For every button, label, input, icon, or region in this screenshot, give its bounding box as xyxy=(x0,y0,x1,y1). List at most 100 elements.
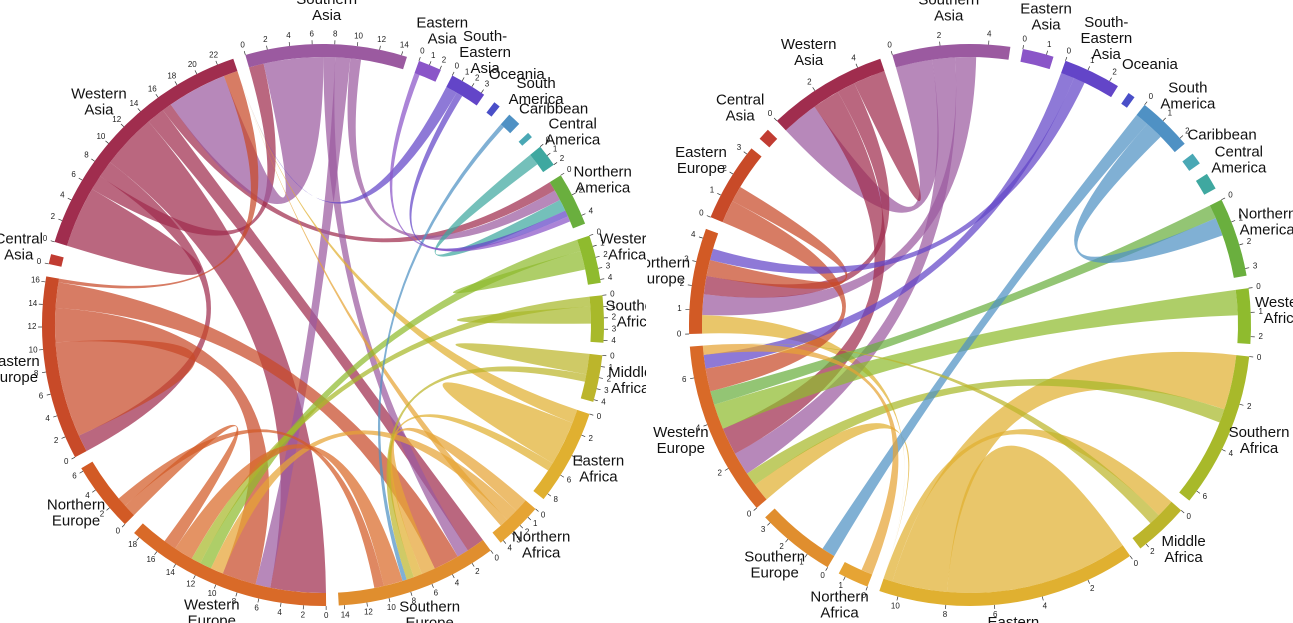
tick-label: 6 xyxy=(310,29,315,38)
tick-label: 1 xyxy=(431,51,436,60)
arc-eastern-africa xyxy=(533,409,590,500)
tick-mark xyxy=(1162,117,1166,121)
chord-diagram-left: 02468101214SouthernAsia012EasternAsia012… xyxy=(0,0,646,623)
tick-mark xyxy=(257,598,260,603)
arc-northern-europe xyxy=(81,461,135,525)
tick-mark xyxy=(743,151,748,155)
ribbon-eastern-africa-to-eastern-africa xyxy=(946,445,1123,593)
tick-label: 1 xyxy=(1258,307,1263,316)
tick-mark xyxy=(1022,45,1024,50)
tick-mark xyxy=(58,218,63,221)
tick-label: 4 xyxy=(455,578,460,587)
ribbon-middle-africa-to-middle-africa xyxy=(455,343,590,375)
tick-mark xyxy=(1248,287,1253,289)
tick-mark xyxy=(571,192,576,196)
tick-label: 4 xyxy=(45,414,50,423)
ribbons xyxy=(54,57,591,593)
tick-mark xyxy=(692,260,697,262)
tick-mark xyxy=(1180,510,1185,514)
tick-label: 2 xyxy=(589,434,594,443)
tick-label: 4 xyxy=(277,608,282,617)
tick-label: 14 xyxy=(400,41,409,50)
tick-label: 2 xyxy=(1259,332,1264,341)
tick-mark xyxy=(105,140,109,144)
arc-western-europe xyxy=(689,345,767,508)
tick-label: 4 xyxy=(987,30,992,39)
tick-label: 10 xyxy=(29,346,38,355)
label-northern-africa: Northern Africa xyxy=(810,589,868,622)
tick-mark xyxy=(753,507,757,511)
tick-label: 2 xyxy=(525,528,530,537)
arc-middle-africa xyxy=(1132,501,1182,549)
ribbons xyxy=(702,57,1238,593)
tick-mark xyxy=(581,434,586,437)
tick-mark xyxy=(1087,579,1090,584)
tick-label: 0 xyxy=(240,40,245,49)
tick-mark xyxy=(519,525,524,529)
tick-mark xyxy=(865,586,868,591)
tick-label: 8 xyxy=(84,151,89,160)
arc-southern-asia xyxy=(245,44,407,70)
tick-mark xyxy=(173,564,176,568)
label-caribbean: Caribbean xyxy=(519,100,588,117)
tick-label: 4 xyxy=(1229,449,1234,458)
tick-mark xyxy=(890,51,893,56)
tick-mark xyxy=(1065,56,1068,61)
tick-label: 3 xyxy=(485,80,490,89)
tick-mark xyxy=(137,108,141,112)
tick-mark xyxy=(1144,101,1148,106)
tick-mark xyxy=(546,152,551,156)
tick-mark xyxy=(843,576,846,581)
tick-label: 4 xyxy=(601,397,606,406)
ribbon-southern-africa-to-southern-africa xyxy=(456,306,591,324)
tick-mark xyxy=(589,233,594,236)
tick-mark xyxy=(471,83,475,87)
label-south-america: South America xyxy=(1160,79,1216,112)
tick-label: 1 xyxy=(611,301,616,310)
tick-label: 4 xyxy=(507,543,512,552)
tick-label: 0 xyxy=(567,165,572,174)
tick-label: 1 xyxy=(465,67,470,76)
label-western-asia: Western Asia xyxy=(71,85,127,118)
tick-mark xyxy=(539,143,544,147)
tick-mark xyxy=(600,366,605,368)
ribbon-eastern-africa-to-eastern-africa xyxy=(441,382,573,464)
tick-mark xyxy=(687,284,692,286)
label-eastern-asia: Eastern Asia xyxy=(1020,0,1072,33)
tick-mark xyxy=(592,244,597,247)
tick-mark xyxy=(379,45,381,50)
tick-mark xyxy=(596,388,601,390)
tick-label: 12 xyxy=(28,322,37,331)
tick-label: 2 xyxy=(718,469,723,478)
ribbon-middle-africa-to-southern-europe xyxy=(386,366,587,580)
ribbon-central-america-to-northern-america xyxy=(434,154,566,257)
tick-mark xyxy=(50,240,55,243)
tick-mark xyxy=(1145,543,1149,548)
ribbon-western-africa-to-western-europe xyxy=(714,289,1238,429)
ribbon-western-asia-to-southern-asia xyxy=(92,63,276,236)
tick-label: 22 xyxy=(209,50,218,59)
arc-eastern-africa xyxy=(879,545,1131,607)
tick-mark xyxy=(78,177,83,181)
ribbon-eastern-europe-to-western-europe xyxy=(54,307,270,585)
tick-label: 2 xyxy=(475,73,480,82)
tick-label: 1 xyxy=(1090,56,1095,65)
tick-label: 3 xyxy=(761,525,766,534)
label-eastern-asia: Eastern Asia xyxy=(416,15,468,48)
tick-mark xyxy=(215,60,218,65)
tick-mark xyxy=(92,489,96,493)
tick-label: 0 xyxy=(494,554,499,563)
arc-western-europe xyxy=(134,523,327,606)
tick-label: 6 xyxy=(72,471,77,480)
tick-mark xyxy=(560,474,565,478)
tick-label: 12 xyxy=(377,35,386,44)
tick-mark xyxy=(535,508,539,512)
ribbon-eastern-africa-to-southern-africa xyxy=(892,351,1237,593)
tick-mark xyxy=(120,123,125,128)
tick-mark xyxy=(785,538,789,543)
label-central-america: Central America xyxy=(1211,144,1267,177)
tick-label: 2 xyxy=(475,567,480,576)
